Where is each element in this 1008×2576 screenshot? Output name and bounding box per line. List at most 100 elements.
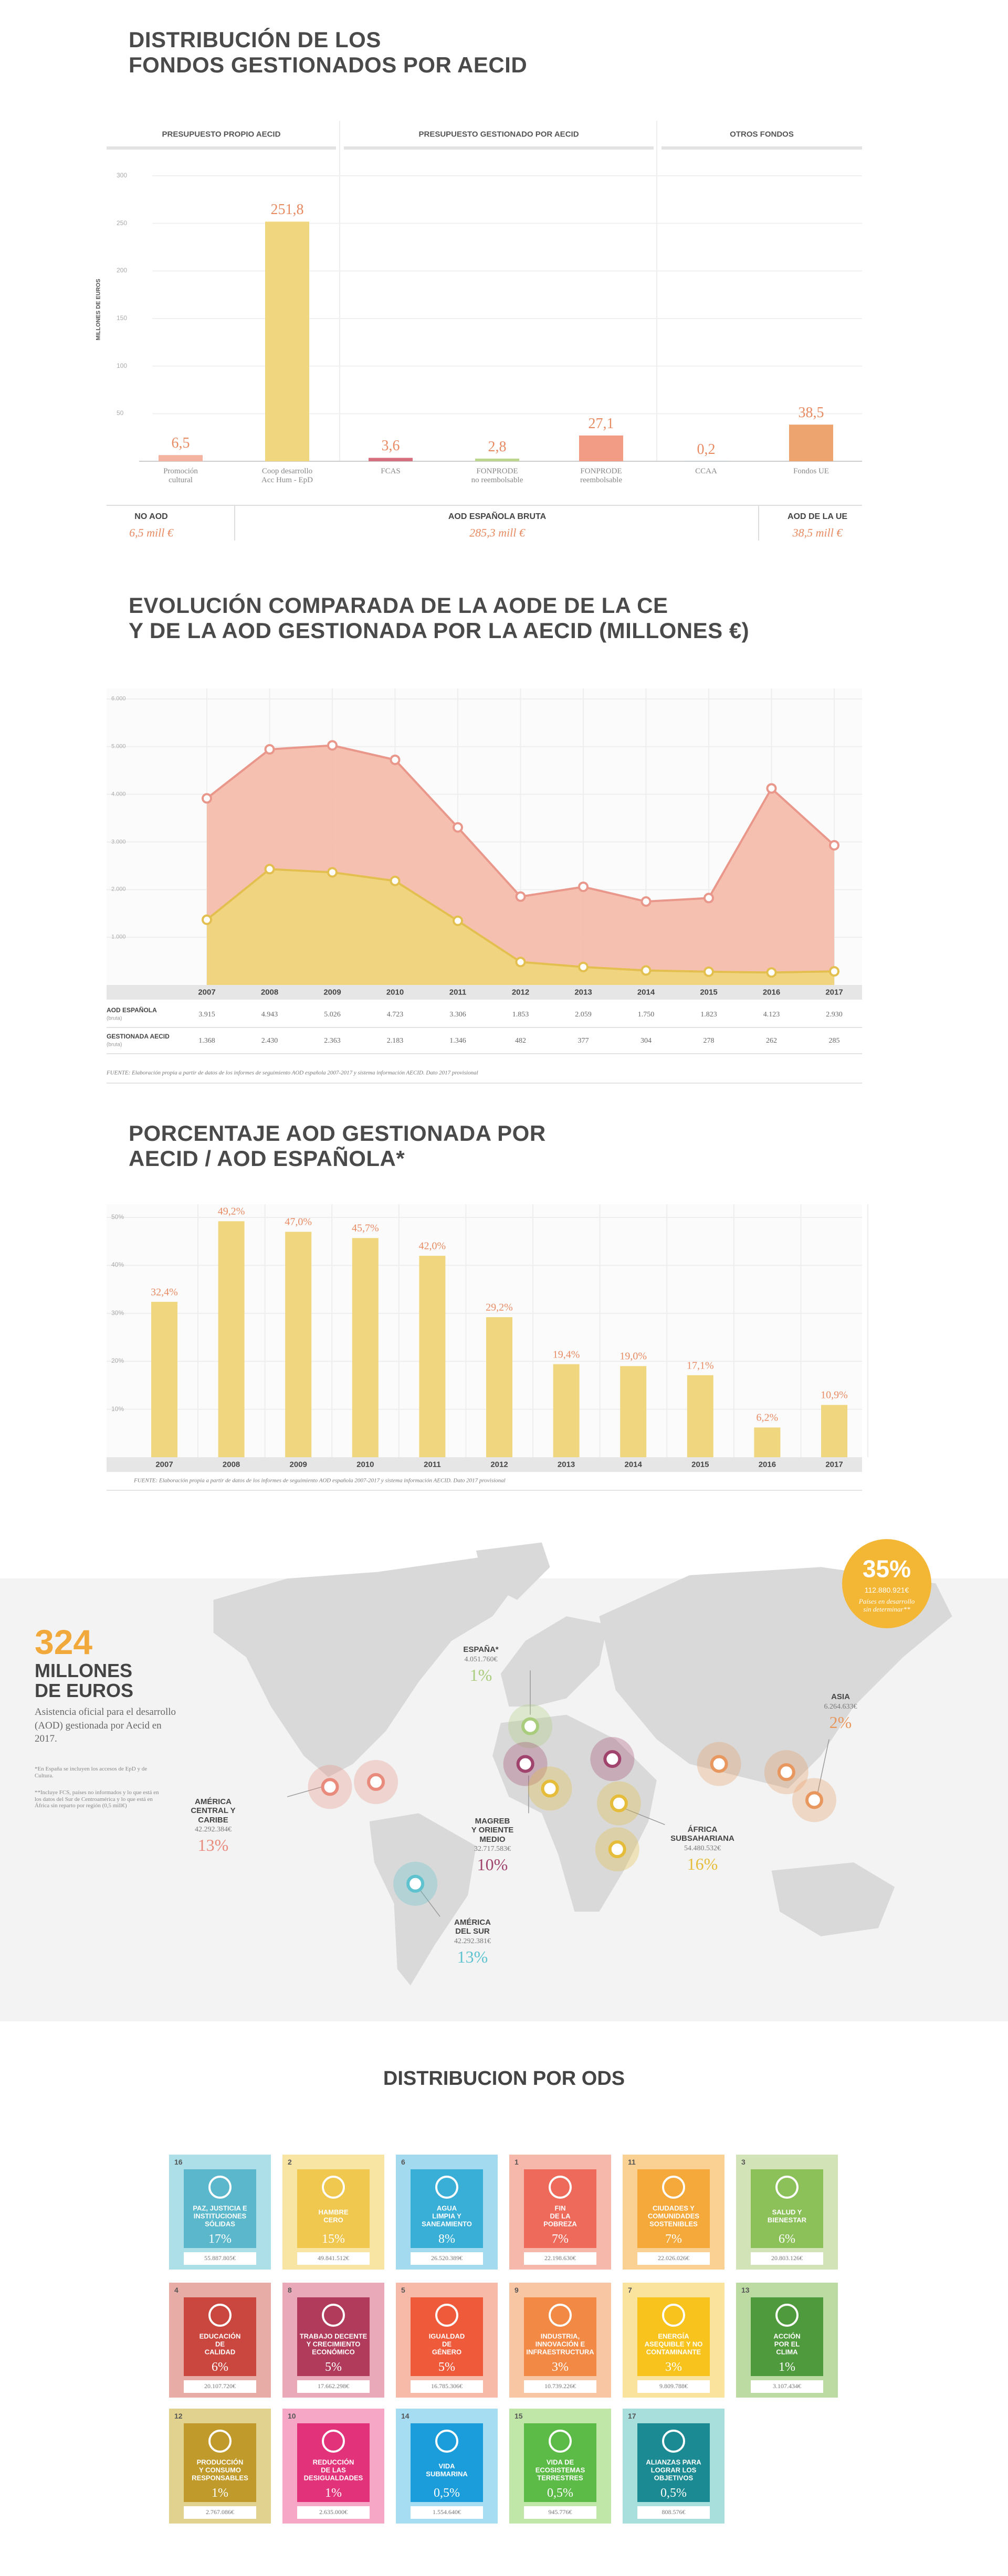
- x-tick-label: 2016: [762, 988, 781, 997]
- ods-inner: [297, 2169, 370, 2248]
- ods-name: ALIANZAS PARA LOGRAR LOS OBJETIVOS: [646, 2458, 701, 2482]
- region-amount: 4.051.760€: [464, 1656, 498, 1663]
- ods-number: 6: [401, 2157, 405, 2166]
- value-label: 19,4%: [552, 1349, 580, 1361]
- point: [202, 914, 212, 925]
- region-percent: 2%: [829, 1713, 852, 1732]
- chart-title: DISTRIBUCIÓN DE LOS: [129, 27, 381, 52]
- region-percent: 13%: [197, 1836, 229, 1854]
- ods-percent: 5%: [438, 2360, 455, 2374]
- ods-icon: [322, 2304, 345, 2327]
- x-tick-label: Promoción cultural: [163, 467, 198, 485]
- region-name: ÁFRICA SUBSAHARIANA: [670, 1825, 734, 1843]
- ods-icon: [662, 2304, 685, 2327]
- ods-amount: 22.026.026€: [658, 2254, 689, 2262]
- ods-inner: [524, 2169, 596, 2248]
- ods-number: 5: [401, 2285, 405, 2294]
- ods-percent: 17%: [208, 2232, 232, 2246]
- x-tick-label: 2010: [386, 988, 404, 997]
- ods-name: FIN DE LA POBREZA: [543, 2204, 577, 2228]
- x-tick-label: 2009: [323, 988, 341, 997]
- bar: [369, 458, 413, 461]
- value-label: 6,2%: [756, 1412, 779, 1424]
- ods-icon: [208, 2304, 232, 2327]
- ods-amount-box: [524, 2506, 596, 2519]
- ods-amount: 3.107.434€: [773, 2382, 801, 2390]
- y-tick-label: 40%: [111, 1261, 124, 1269]
- table-value: 377: [578, 1036, 589, 1045]
- group-header: PRESUPUESTO PROPIO AECID: [162, 130, 281, 139]
- y-tick-label: 5.000: [111, 743, 126, 750]
- region-amount: 42.292.381€: [454, 1937, 491, 1945]
- x-tick-label: 2014: [624, 1460, 642, 1469]
- table-value: 2.363: [324, 1036, 341, 1045]
- x-tick-label: 2010: [356, 1460, 374, 1469]
- ods-percent: 5%: [325, 2360, 342, 2374]
- value-label: 2,8: [488, 438, 507, 455]
- bar: [419, 1256, 446, 1457]
- ods-percent: 3%: [552, 2360, 569, 2374]
- y-tick-label: 1.000: [111, 934, 126, 940]
- region-name: AMÉRICA CENTRAL Y CARIBE: [191, 1797, 236, 1825]
- ods-percent: 0,5%: [434, 2486, 460, 2500]
- y-tick-label: 10%: [111, 1405, 124, 1413]
- x-tick-label: Coop desarrollo Acc Hum - EpD: [261, 467, 313, 485]
- table-value: 4.723: [386, 1010, 404, 1019]
- value-label: 0,2: [697, 441, 716, 458]
- x-tick-label: 2016: [758, 1460, 776, 1469]
- value-label: 29,2%: [486, 1301, 513, 1313]
- ods-inner: [297, 2423, 370, 2502]
- region-percent: 10%: [477, 1855, 508, 1874]
- badge-label: Países en desarrollo sin determinar**: [858, 1597, 915, 1613]
- ods-inner: [637, 2297, 710, 2376]
- y-tick-label: 50%: [111, 1213, 124, 1221]
- chart-title: PORCENTAJE AOD GESTIONADA POR: [129, 1121, 546, 1146]
- region-dot: [521, 1717, 540, 1735]
- chart-title: Y DE LA AOD GESTIONADA POR LA AECID (MIL…: [129, 618, 750, 643]
- x-tick-label: FONPRODE reembolsable: [580, 467, 622, 485]
- ods-amount: 16.785.306€: [431, 2382, 463, 2390]
- point: [766, 967, 777, 978]
- value-label: 251,8: [270, 202, 304, 218]
- x-tick-label: 2008: [222, 1460, 240, 1469]
- point: [578, 881, 589, 892]
- total-value: 38,5 mill €: [792, 526, 843, 539]
- row-label: AOD ESPAÑOLA: [107, 1006, 157, 1014]
- table-value: 4.943: [261, 1010, 278, 1019]
- y-tick-label: 250: [117, 219, 128, 227]
- leader-line: [817, 1739, 830, 1794]
- ods-inner: [751, 2169, 823, 2248]
- x-tick-label: 2012: [511, 988, 530, 997]
- ods-name: VIDA DE ECOSISTEMAS TERRESTRES: [535, 2458, 585, 2482]
- total-label: NO AOD: [134, 512, 168, 521]
- bar: [687, 1375, 713, 1457]
- table-value: 285: [828, 1036, 840, 1045]
- ods-icon: [208, 2176, 232, 2199]
- group-header: OTROS FONDOS: [730, 130, 794, 139]
- row-label: GESTIONADA AECID: [107, 1033, 170, 1041]
- ods-name: INDUSTRIA, INNOVACIÓN E INFRAESTRUCTURA: [526, 2332, 594, 2356]
- point: [515, 891, 526, 902]
- region-dot: [406, 1874, 425, 1893]
- ods-number: 13: [741, 2285, 750, 2294]
- table-value: 278: [703, 1036, 715, 1045]
- ods-icon: [435, 2430, 458, 2453]
- ods-inner: [637, 2169, 710, 2248]
- ods-amount: 20.803.126€: [771, 2254, 803, 2262]
- ods-inner: [524, 2423, 596, 2502]
- bar: [553, 1364, 580, 1457]
- ods-amount: 2.767.086€: [206, 2508, 234, 2516]
- x-tick-label: 2011: [424, 1460, 441, 1469]
- table-value: 4.123: [763, 1010, 780, 1019]
- region-dot: [516, 1755, 534, 1773]
- ods-inner: [184, 2169, 256, 2248]
- y-tick-label: 300: [117, 172, 128, 179]
- ods-number: 14: [401, 2411, 410, 2420]
- ods-amount-box: [637, 2380, 710, 2393]
- ods-number: 10: [288, 2411, 296, 2420]
- x-tick-label: 2012: [490, 1460, 508, 1469]
- table-value: 3.915: [198, 1010, 215, 1019]
- map-total: 324: [35, 1623, 93, 1661]
- map-total-unit: DE EUROS: [35, 1680, 134, 1701]
- region-dot: [321, 1778, 339, 1796]
